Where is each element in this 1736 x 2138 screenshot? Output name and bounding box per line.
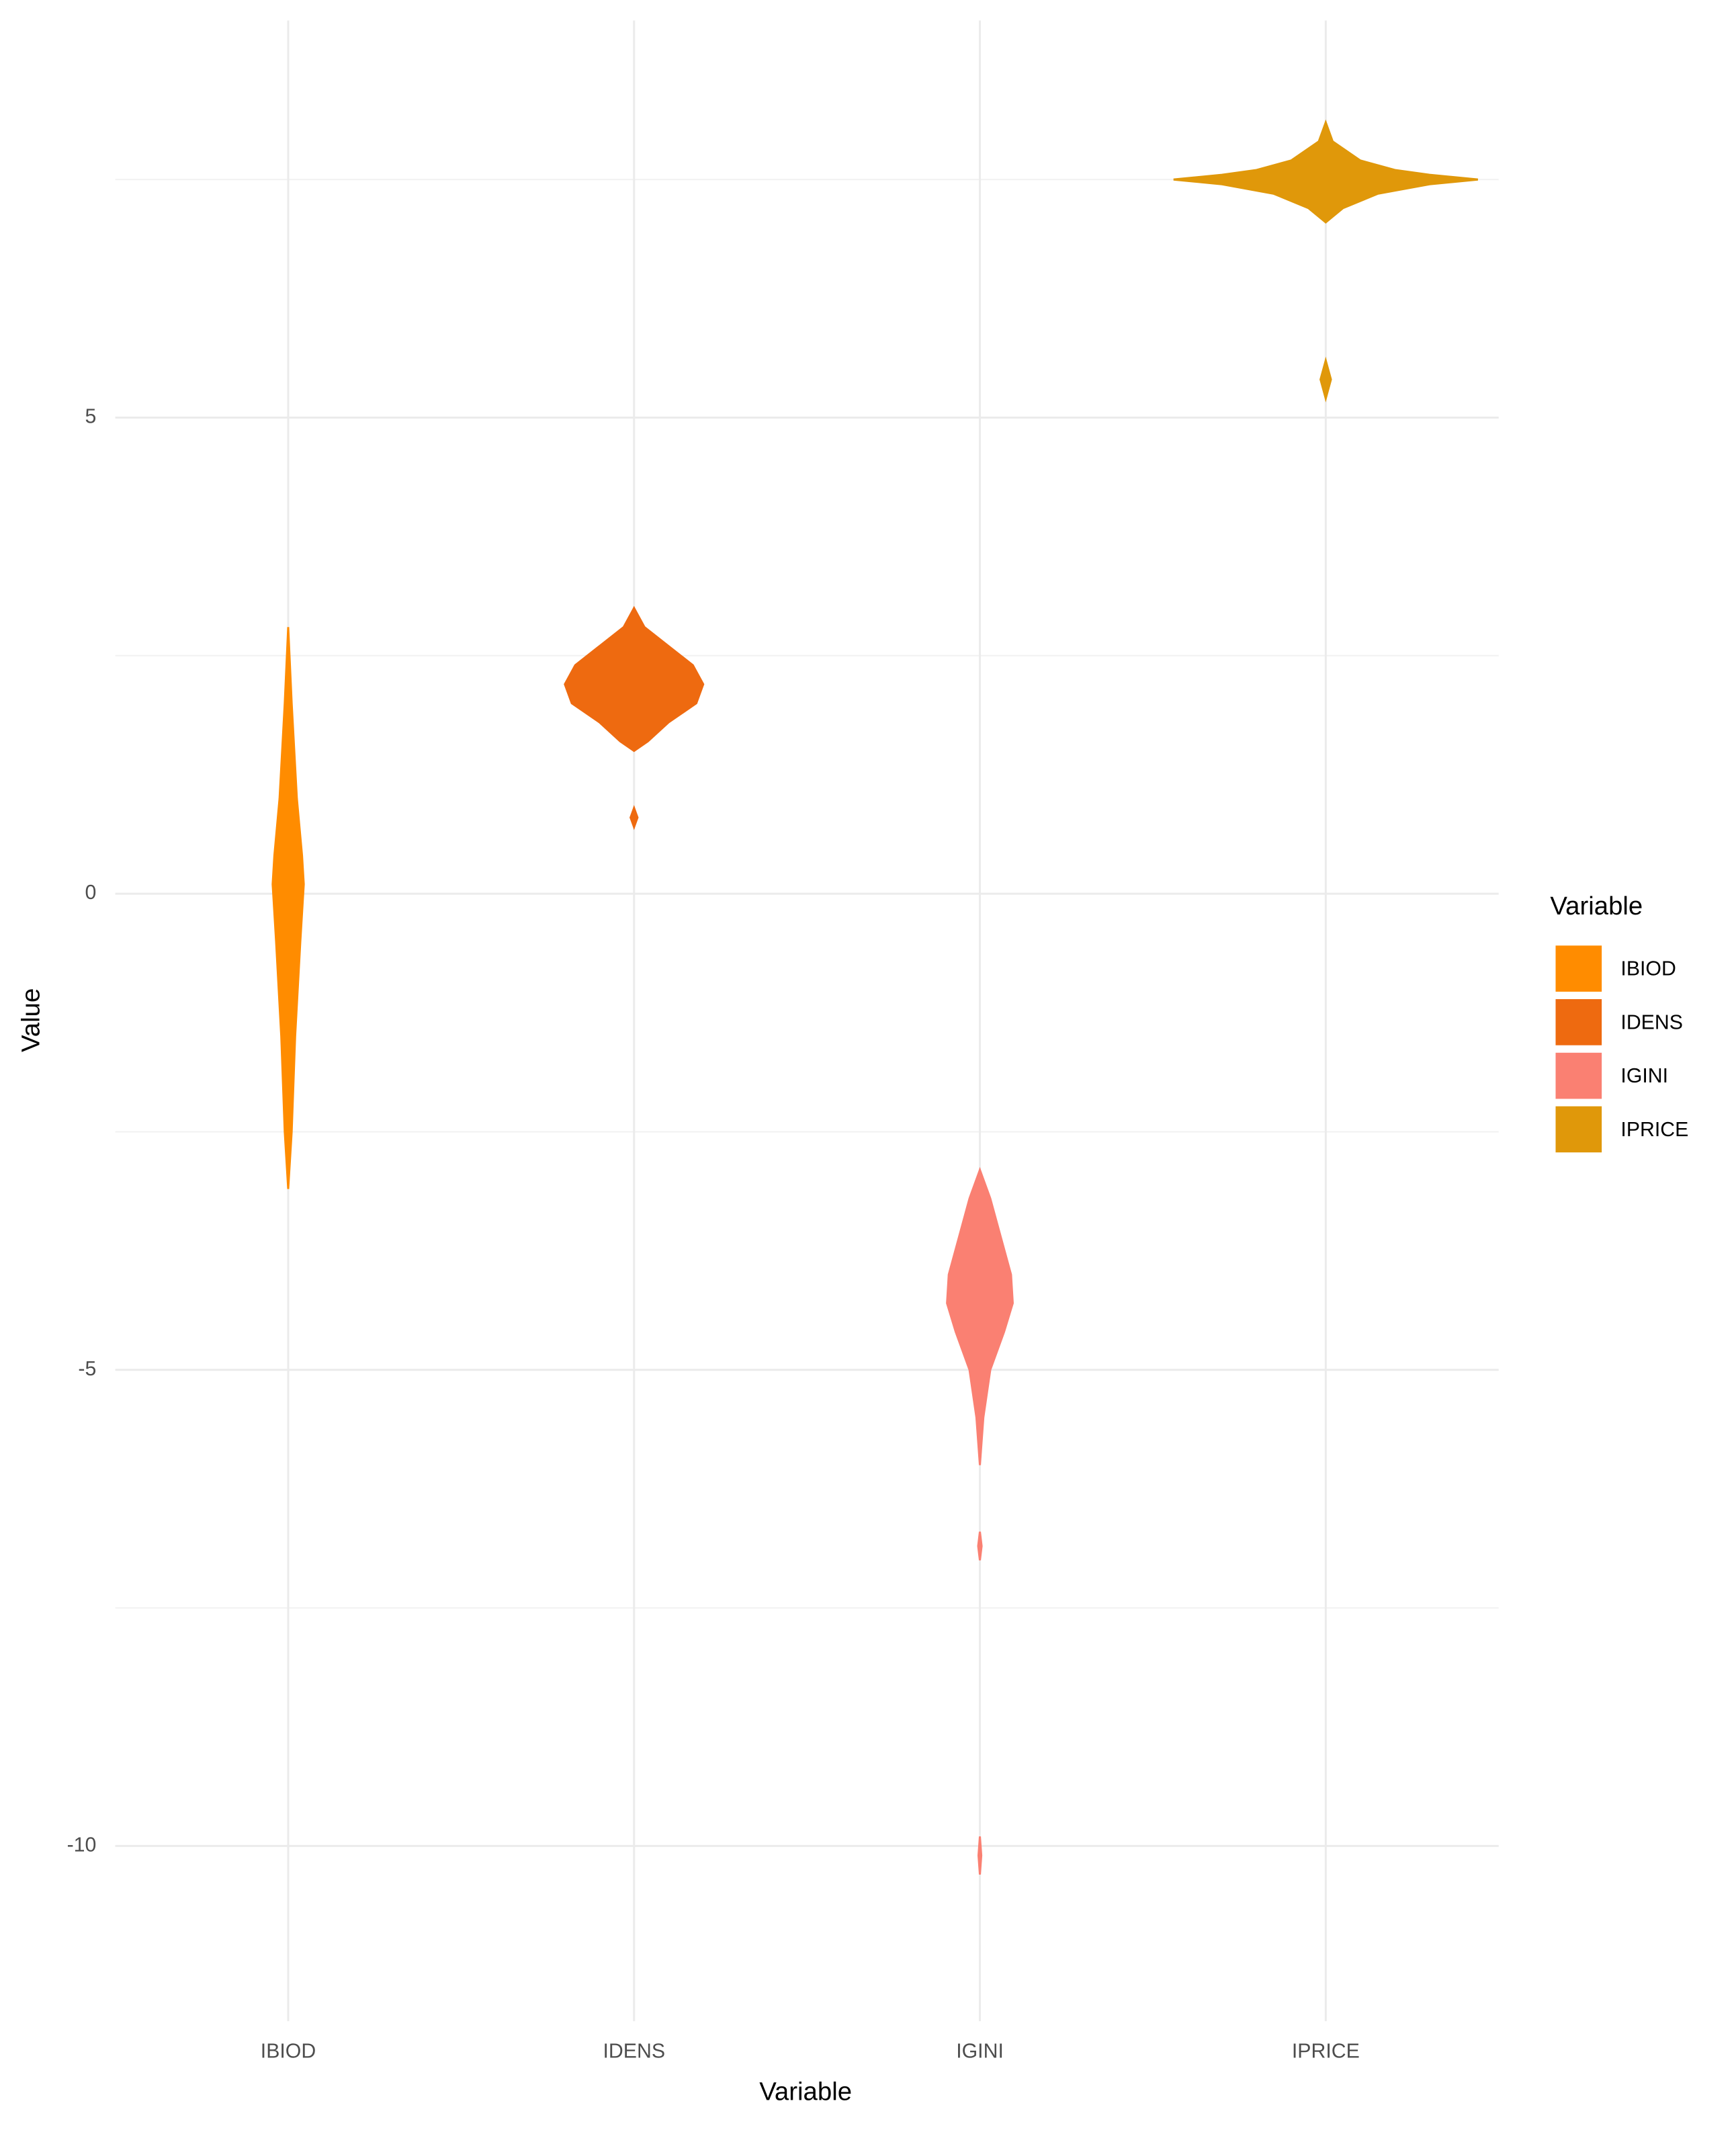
legend-key — [1555, 1052, 1602, 1099]
legend-label: IBIOD — [1620, 958, 1676, 980]
y-tick-label: 5 — [85, 406, 96, 428]
legend-key — [1555, 999, 1602, 1045]
x-tick-label: IGINI — [956, 2041, 1004, 2063]
y-tick-label: -5 — [78, 1358, 96, 1380]
legend-title: Variable — [1550, 892, 1643, 921]
y-tick-label: 0 — [85, 882, 96, 904]
legend-label: IDENS — [1620, 1011, 1683, 1033]
x-tick-label: IBIOD — [261, 2041, 316, 2063]
legend-label: IPRICE — [1620, 1119, 1688, 1141]
violin — [1173, 119, 1478, 402]
violin — [946, 1166, 1014, 1875]
violin — [564, 605, 705, 830]
legend-key — [1555, 945, 1602, 992]
legend-label: IGINI — [1620, 1065, 1668, 1087]
x-tick-label: IPRICE — [1292, 2041, 1360, 2063]
x-tick-label: IDENS — [603, 2041, 666, 2063]
y-axis-title: Value — [17, 988, 46, 1052]
legend-key — [1555, 1106, 1602, 1153]
x-axis-title: Variable — [759, 2077, 852, 2106]
violin — [271, 627, 305, 1189]
y-tick-label: -10 — [67, 1834, 97, 1856]
